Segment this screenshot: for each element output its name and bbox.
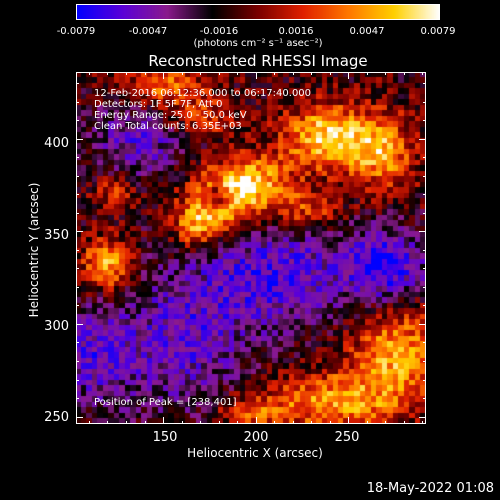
info-time-range: 12-Feb-2016 06:12:36.000 to 06:17:40.000 — [94, 88, 312, 99]
colorbar-tick-label: -0.0016 — [199, 26, 239, 37]
colorbar — [76, 4, 440, 20]
peak-position-text: Position of Peak = [238,401] — [94, 397, 237, 408]
x-tick-label: 250 — [334, 430, 360, 445]
axis-ticks — [76, 72, 426, 424]
colorbar-border — [76, 4, 440, 20]
colorbar-units: (photons cm⁻² s⁻¹ asec⁻²) — [193, 38, 323, 49]
colorbar-tick-label: 0.0079 — [420, 26, 456, 37]
colorbar-tick-label: 0.0016 — [278, 26, 314, 37]
colorbar-tick-label: -0.0047 — [128, 26, 168, 37]
x-axis-label: Heliocentric X (arcsec) — [187, 446, 323, 460]
x-tick-label: 150 — [152, 430, 178, 445]
y-tick-label: 250 — [44, 410, 69, 425]
colorbar-tick-label: -0.0079 — [56, 26, 96, 37]
plot-border — [76, 72, 426, 424]
x-tick-label: 200 — [243, 430, 269, 445]
y-tick-label: 300 — [44, 319, 69, 334]
y-axis-label: Heliocentric Y (arcsec) — [27, 182, 41, 318]
y-tick-label: 350 — [44, 228, 69, 243]
chart-title: Reconstructed RHESSI Image — [148, 52, 368, 70]
info-detectors: Detectors: 1F 5F 7F, Att 0 — [94, 99, 223, 110]
footer-timestamp: 18-May-2022 01:08 — [366, 481, 494, 496]
info-energy-range: Energy Range: 25.0 - 50.0 keV — [94, 110, 247, 121]
colorbar-tick-label: 0.0047 — [349, 26, 385, 37]
heatmap-image — [76, 72, 426, 424]
y-tick-label: 400 — [44, 136, 69, 151]
info-total-counts: Clean Total counts: 6.35E+03 — [94, 121, 242, 132]
